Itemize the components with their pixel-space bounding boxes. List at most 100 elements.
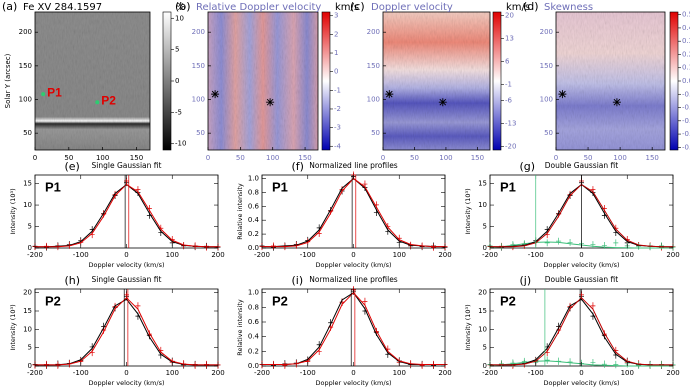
panel-title: Single Gaussian fit xyxy=(92,275,162,284)
y-tick-label: 200 xyxy=(192,28,205,36)
colorbar-label: % xyxy=(176,2,186,13)
x-tick-label: -200 xyxy=(482,251,498,259)
data-point xyxy=(613,346,619,355)
colorbar-tick-label: 0 xyxy=(334,68,338,76)
x-tick-label: 100 xyxy=(621,251,634,259)
x-axis-label: Doppler velocity (km/s) xyxy=(316,261,392,269)
colorbar-tick-label: -0.2 xyxy=(682,104,690,112)
point-marker xyxy=(41,92,46,97)
x-tick-label: 100 xyxy=(266,154,279,162)
point-marker xyxy=(558,90,567,99)
x-tick-label: -200 xyxy=(27,251,43,259)
y-axis-label: Intensity (10³) xyxy=(9,304,17,350)
data-point xyxy=(431,243,437,251)
x-tick-label: -100 xyxy=(300,369,316,377)
y-axis-label: Relative intensity xyxy=(236,299,244,356)
x-tick-label: -100 xyxy=(528,369,544,377)
data-point xyxy=(419,361,425,369)
colorbar-tick-label: -0.4 xyxy=(682,130,690,138)
x-axis-label: Doppler velocity (km/s) xyxy=(544,261,620,269)
x-tick-label: -200 xyxy=(482,369,498,377)
panel-title: Fe XV 284.1597 xyxy=(23,2,102,13)
x-tick-label: 100 xyxy=(166,369,179,377)
y-tick-label: 15 xyxy=(478,307,487,315)
colorbar-tick-label: 0.0 xyxy=(682,77,690,85)
x-tick-label: 200 xyxy=(211,251,224,259)
x-tick-label: 150 xyxy=(298,154,311,162)
y-tick-label: 0.4 xyxy=(248,333,260,341)
data-point xyxy=(601,241,607,249)
colorbar xyxy=(669,11,679,151)
y-tick-label: 50 xyxy=(544,129,553,137)
x-tick-label: 50 xyxy=(236,154,245,162)
fit-curve xyxy=(35,183,218,248)
y-tick-label: 0.0 xyxy=(248,244,259,252)
x-axis-label: Doppler velocity (km/s) xyxy=(89,379,165,387)
frame xyxy=(261,288,446,367)
x-tick-label: 0 xyxy=(351,251,355,259)
y-tick-label: 0 xyxy=(28,362,32,370)
y-tick-label: 15 xyxy=(478,180,487,188)
frame xyxy=(261,174,446,249)
y-tick-label: 100 xyxy=(19,96,32,104)
x-tick-label: 0 xyxy=(124,369,128,377)
panel-label: (j) xyxy=(520,274,532,287)
y-tick-label: 0 xyxy=(28,244,32,252)
panel-title: Relative Doppler velocity xyxy=(196,2,321,13)
y-tick-label: 15 xyxy=(23,307,32,315)
colorbar-tick-label: -1 xyxy=(505,80,512,88)
y-tick-label: 10 xyxy=(23,201,32,209)
data-point xyxy=(282,361,288,369)
x-tick-label: 0 xyxy=(33,154,37,162)
plot xyxy=(32,174,221,251)
data-point xyxy=(544,356,550,364)
colorbar-tick-label: -3 xyxy=(334,124,341,132)
x-tick-label: 100 xyxy=(393,369,406,377)
plot xyxy=(259,171,448,251)
panel-label: (a) xyxy=(2,0,17,13)
panel-title: Normalized line profiles xyxy=(309,275,398,284)
data-point xyxy=(613,239,619,247)
x-tick-label: 100 xyxy=(621,369,634,377)
y-axis-label: Intensity (10³) xyxy=(9,188,17,234)
y-tick-label: 0.0 xyxy=(248,362,259,370)
data-point xyxy=(613,360,619,369)
frame xyxy=(382,11,491,151)
colorbar-tick-label: 1 xyxy=(334,49,338,57)
x-tick-label: 200 xyxy=(438,369,451,377)
data-point xyxy=(270,242,276,250)
y-tick-label: 100 xyxy=(192,96,205,104)
data-point xyxy=(567,358,573,366)
point-marker xyxy=(95,100,100,105)
x-tick-label: -200 xyxy=(27,369,43,377)
y-tick-label: 20 xyxy=(23,289,32,297)
y-tick-label: 1.0 xyxy=(248,289,259,297)
frame xyxy=(34,288,219,367)
data-point xyxy=(567,238,573,246)
colorbar-tick-label: 0 xyxy=(175,77,179,85)
colorbar-tick-label: 0.2 xyxy=(682,50,690,58)
x-tick-label: -200 xyxy=(254,369,270,377)
frame xyxy=(207,11,319,151)
point-annotation: P2 xyxy=(272,293,288,308)
colorbar-tick-label: -13 xyxy=(505,120,516,128)
colorbar xyxy=(162,11,172,151)
data-point xyxy=(544,239,550,247)
panel-label: (e) xyxy=(65,160,80,173)
colorbar-tick-label: -2 xyxy=(334,105,341,113)
data-point xyxy=(158,346,164,355)
y-tick-label: 50 xyxy=(23,129,32,137)
colorbar-tick-label: 13 xyxy=(505,34,514,42)
colorbar-tick-label: 3 xyxy=(334,12,338,20)
x-tick-label: 100 xyxy=(166,251,179,259)
point-marker xyxy=(266,98,275,107)
y-tick-label: 0.8 xyxy=(248,303,259,311)
y-tick-label: 15 xyxy=(23,180,32,188)
data-point xyxy=(590,241,596,248)
y-tick-label: 150 xyxy=(192,62,205,70)
x-tick-label: 200 xyxy=(211,369,224,377)
y-tick-label: 5 xyxy=(483,344,487,352)
x-tick-label: 200 xyxy=(666,251,679,259)
point-annotation: P2 xyxy=(45,293,61,308)
